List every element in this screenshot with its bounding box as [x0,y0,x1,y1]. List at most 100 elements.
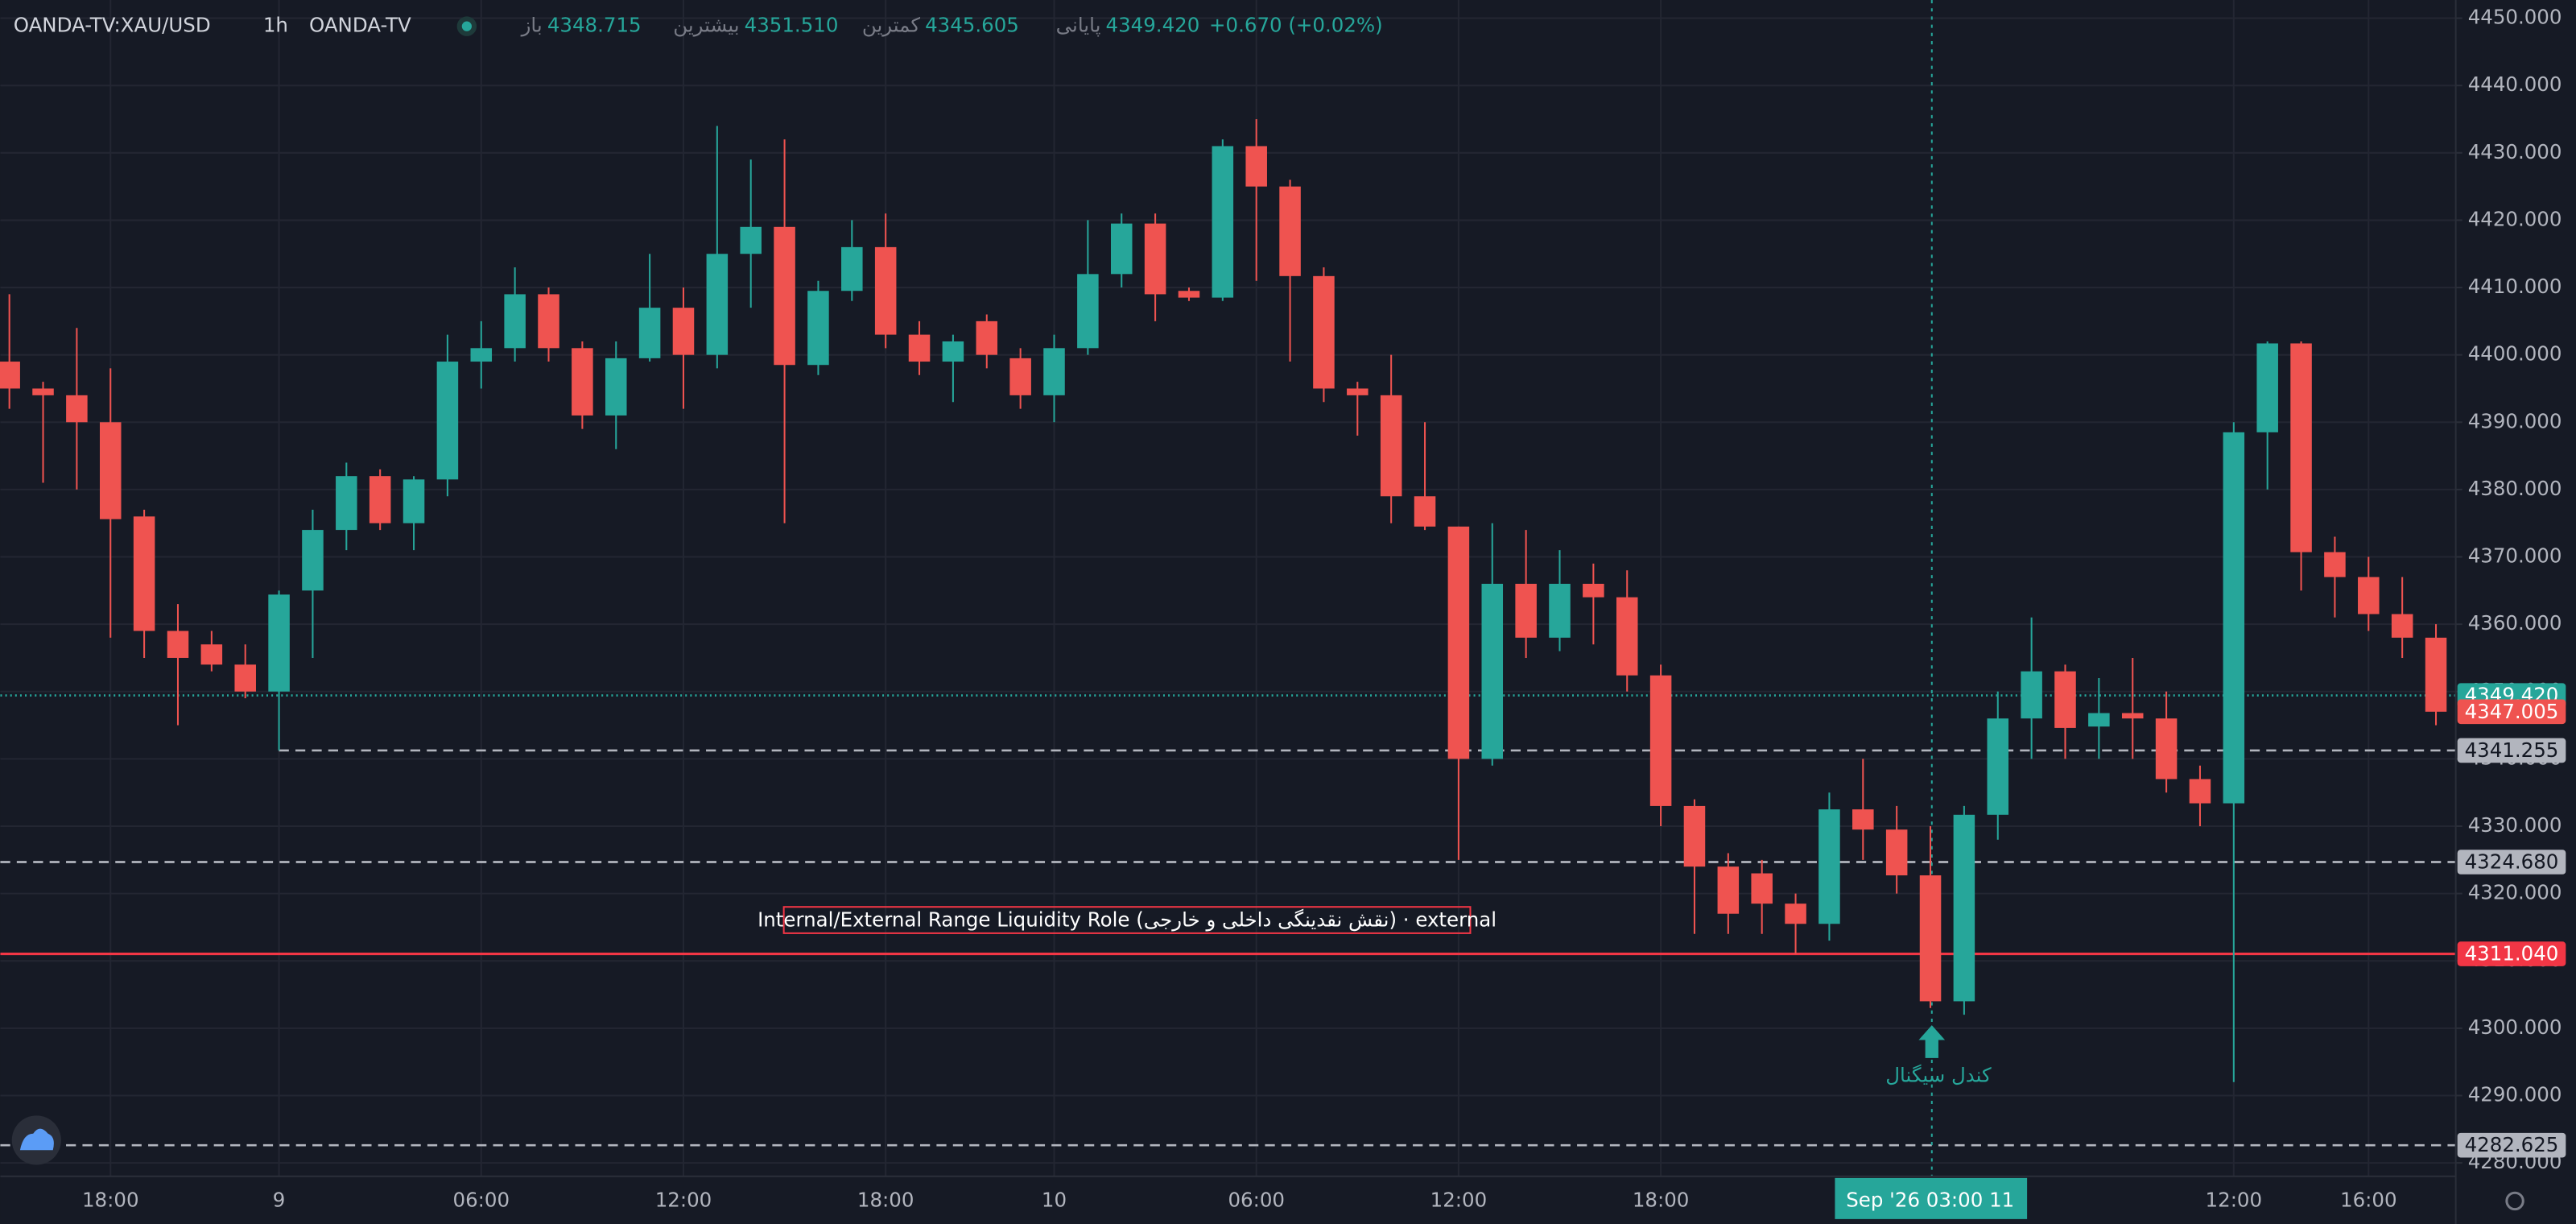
candle-body [1683,805,1706,867]
status-dot [461,21,472,31]
range-label: Internal/External Range Liquidity Role (… [758,908,1496,932]
candle-body [2054,671,2076,728]
candle-body [234,664,256,692]
candle-body [976,320,998,355]
candle-body [1549,583,1571,638]
candle-body [572,348,593,416]
candle-body [1009,358,1031,395]
candle-body [1110,223,1133,275]
candle-body [638,308,661,358]
y-tick-label: 4440.000 [2468,72,2562,96]
crosshair-label-box [1835,1177,2028,1219]
candle-body [1380,395,1402,497]
candle-body [1077,274,1099,349]
candle-body [32,388,54,395]
candle-body [1178,291,1200,298]
ohlc-label: بیشترین [673,14,739,37]
candle-body [1481,583,1504,759]
candle-body [841,246,863,292]
candle-body [402,479,425,523]
level-labels: 4349.4204347.0054341.2554324.6804311.040… [2457,683,2566,1158]
candle-body [874,246,897,335]
y-tick-label: 4410.000 [2468,275,2562,298]
x-tick-label: 9 [273,1188,286,1211]
candle-body [942,341,964,362]
x-tick-label: 06:00 [1228,1188,1285,1211]
level-label-box [2457,850,2566,875]
candle-body [1616,597,1638,676]
candle-body [1279,186,1301,276]
candles [0,119,2447,1082]
source: OANDA-TV [309,14,411,37]
ohlc-label: باز [520,14,543,37]
y-tick-label: 4380.000 [2468,477,2562,500]
x-tick-label: 06:00 [453,1188,510,1211]
candle-body [1852,809,1874,830]
level-label: 4324.680 [2465,850,2559,874]
y-tick-label: 4450.000 [2468,6,2562,29]
y-tick-label: 4400.000 [2468,342,2562,366]
x-tick-label: 18:00 [1633,1188,1690,1211]
logo-icon [19,1128,54,1151]
candle-body [2425,637,2447,712]
level-label-box [2457,1132,2566,1158]
level-label: 4347.005 [2465,700,2559,723]
candle-body [2155,718,2178,779]
candle-body [2324,552,2346,577]
candle-body [470,348,493,362]
candle-body [1313,275,1335,389]
level-label-box [2457,941,2566,966]
level-label: 4282.625 [2465,1133,2559,1156]
y-tick-label: 4420.000 [2468,207,2562,230]
candle-body [1885,829,1908,876]
candle-body [504,294,526,349]
candle-body [2121,713,2144,719]
candle-body [369,476,391,523]
signal-arrow [1918,1025,1946,1058]
candle-body [1447,526,1470,759]
candle-body [1043,348,1065,395]
x-tick-label: 12:00 [2206,1188,2263,1211]
candle-body [336,476,357,531]
candle-body [167,631,189,658]
candle-body [774,226,795,366]
ohlc-value: 4348.715 [547,14,642,37]
x-tick-label: 10 [1042,1188,1067,1211]
level-label-box [2457,699,2566,725]
candle-body [1245,146,1267,187]
candle-body [1414,496,1436,527]
candle-body [2189,779,2211,804]
ohlc-value: 4351.510 [745,14,839,37]
x-tick-label: 16:00 [2340,1188,2397,1211]
candle-body [908,334,931,362]
range-label-box [782,906,1472,934]
candle-body [99,422,122,519]
ohlc-label: کمترین [862,14,920,37]
candle-body [2223,432,2245,804]
candle-body [2290,343,2312,552]
settings[interactable] [2505,1191,2524,1211]
y-tick-label: 4390.000 [2468,409,2562,432]
candle-body [538,294,559,349]
crosshair-label: Sep '26 03:00 11 [1846,1188,2014,1211]
candle-body [1919,875,1942,1002]
candle-body [1212,146,1234,298]
candle-body [1785,904,1806,924]
change: +0.670 (+0.02%) [1209,14,1383,37]
candle-body [268,594,290,692]
candle-body [605,358,627,416]
candle-body [2021,671,2042,719]
candle-body [1144,223,1166,295]
x-tick-label: 18:00 [82,1188,139,1211]
candle-body [1751,873,1773,904]
candle-body [706,254,729,355]
x-tick-label: 18:00 [857,1188,914,1211]
y-tick-label: 4320.000 [2468,881,2562,904]
candle-body [302,530,324,591]
y-tick-label: 4290.000 [2468,1082,2562,1106]
y-tick-label: 4360.000 [2468,611,2562,635]
x-tick-label: 12:00 [1430,1188,1488,1211]
candle-body [2358,577,2380,614]
candle-body [133,516,155,631]
